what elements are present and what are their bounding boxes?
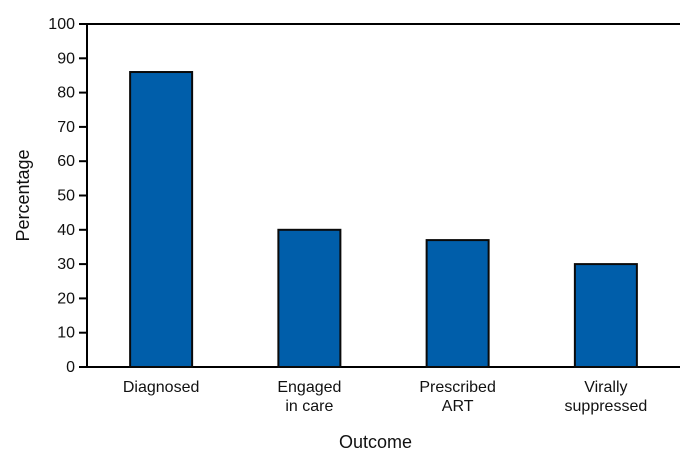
x-tick-label: Diagnosed: [123, 379, 200, 396]
x-tick-label: Prescribed ART: [419, 379, 495, 415]
y-tick-label: 70: [57, 119, 75, 136]
x-tick-label-line: in care: [285, 398, 333, 415]
y-tick-label: 10: [57, 325, 75, 342]
x-tick-label-line: Virally: [584, 379, 627, 396]
x-tick-label-line: ART: [442, 398, 474, 415]
y-tick-label: 30: [57, 256, 75, 273]
y-tick-label: 100: [48, 16, 75, 33]
y-tick-label: 20: [57, 290, 75, 307]
y-tick-label: 60: [57, 153, 75, 170]
x-tick-label-line: Diagnosed: [123, 379, 200, 396]
x-tick-label: Engaged in care: [277, 379, 341, 415]
y-tick-label: 80: [57, 85, 75, 102]
x-tick-labels: Diagnosed Engaged in care Prescribed ART Vira…: [123, 379, 647, 415]
bar: [277, 228, 342, 368]
x-tick-label-line: Engaged: [277, 379, 341, 396]
x-tick-label: Virally suppressed: [565, 379, 648, 415]
bar: [129, 71, 194, 369]
y-tick-label: 0: [66, 359, 75, 376]
x-tick-label-line: suppressed: [565, 398, 648, 415]
y-axis-title: Percentage: [13, 149, 33, 241]
y-tick-label: 50: [57, 188, 75, 205]
bars-group: [129, 71, 638, 369]
x-tick-label-line: Prescribed: [419, 379, 495, 396]
bar: [573, 263, 638, 369]
bar: [425, 239, 490, 368]
y-tick-label: 40: [57, 222, 75, 239]
y-tick-label: 90: [57, 50, 75, 67]
y-axis: 0 10 20 30 40 50 60 70 80 90 100: [48, 16, 680, 376]
x-axis-title: Outcome: [339, 432, 412, 452]
